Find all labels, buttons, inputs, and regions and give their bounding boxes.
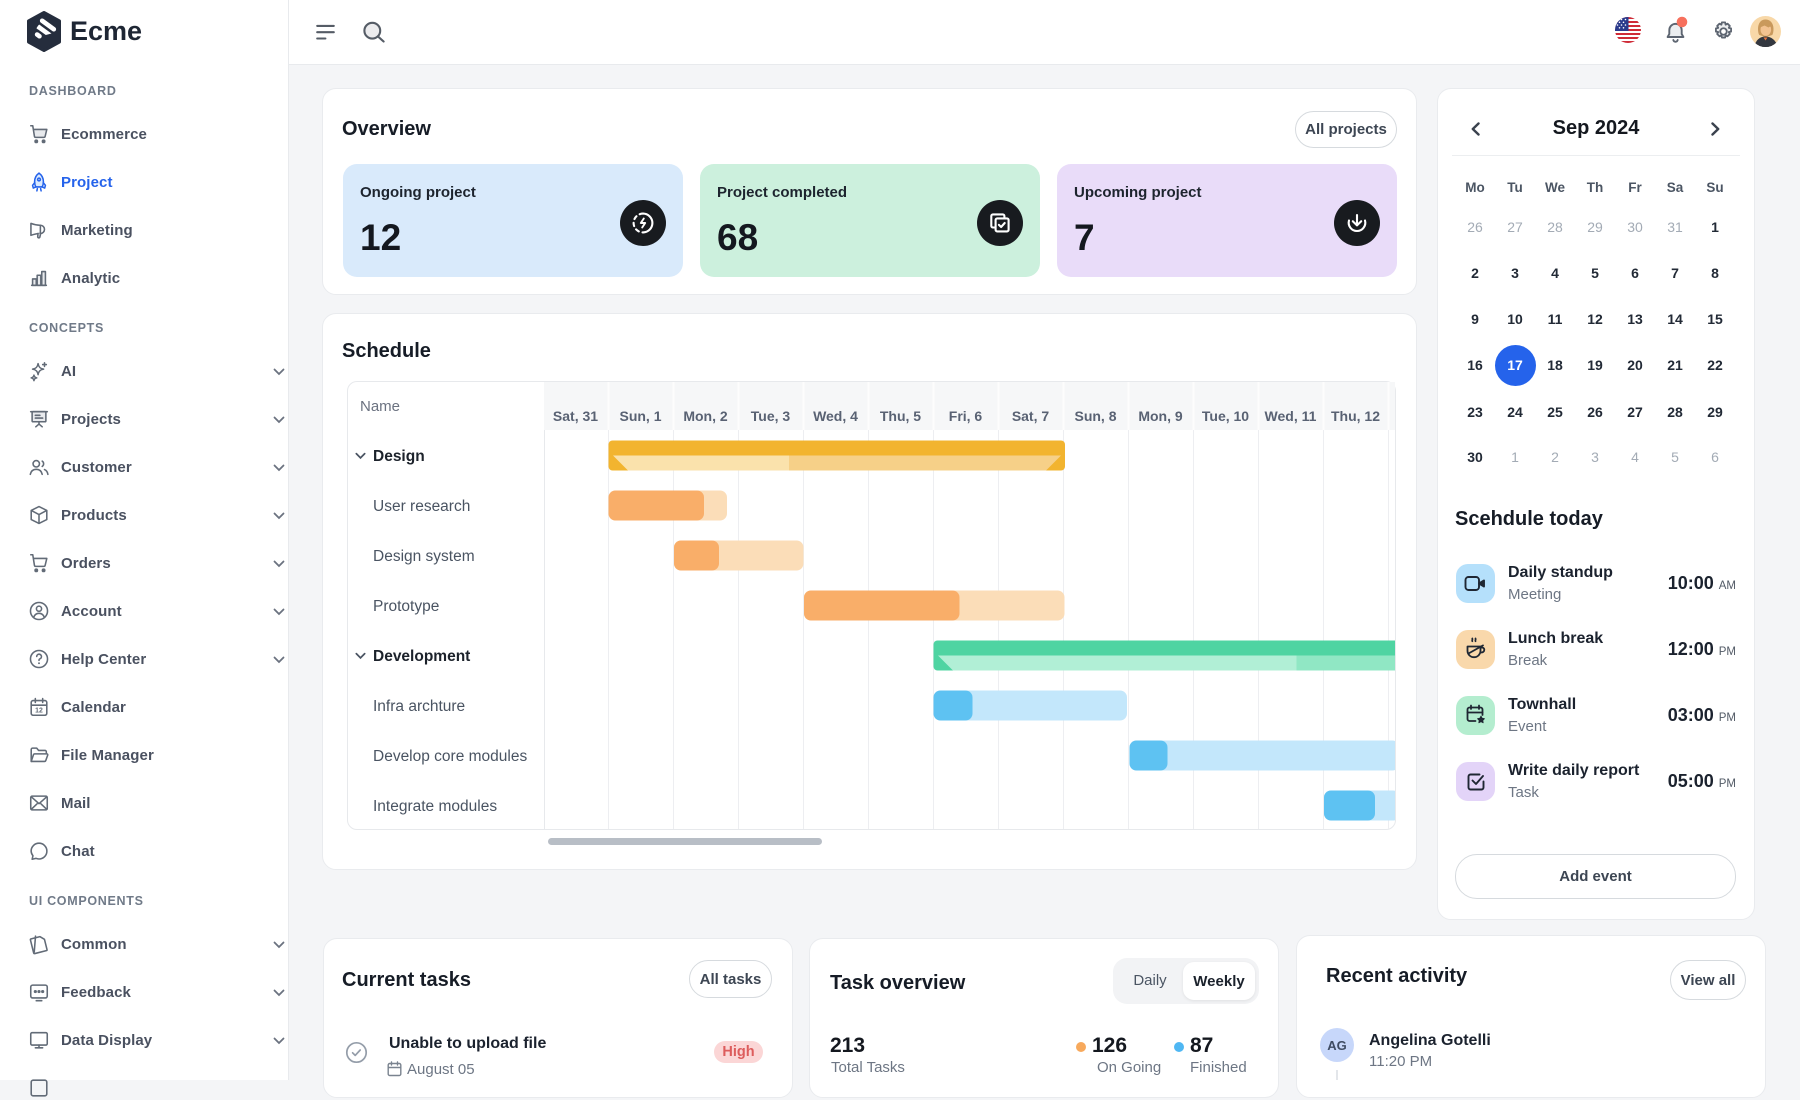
svg-text:12: 12 xyxy=(35,708,43,715)
